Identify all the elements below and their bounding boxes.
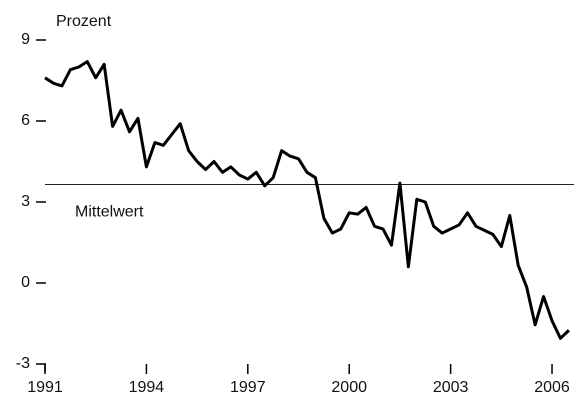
y-tick-label: 9 bbox=[21, 31, 30, 48]
x-tick-label: 1991 bbox=[27, 379, 63, 396]
y-tick-label: 3 bbox=[21, 193, 30, 210]
y-tick-label: 6 bbox=[21, 112, 30, 129]
data-line bbox=[44, 60, 570, 340]
x-tick-label: 2003 bbox=[433, 379, 469, 396]
x-tick-label: 2006 bbox=[534, 379, 570, 396]
mean-label: Mittelwert bbox=[75, 204, 144, 221]
x-tick-label: 2000 bbox=[331, 379, 367, 396]
y-tick-label: -3 bbox=[16, 355, 30, 372]
x-tick-label: 1994 bbox=[129, 379, 165, 396]
y-axis-label: Prozent bbox=[56, 13, 112, 30]
y-tick-label: 0 bbox=[21, 274, 30, 291]
x-tick-label: 1997 bbox=[230, 379, 266, 396]
